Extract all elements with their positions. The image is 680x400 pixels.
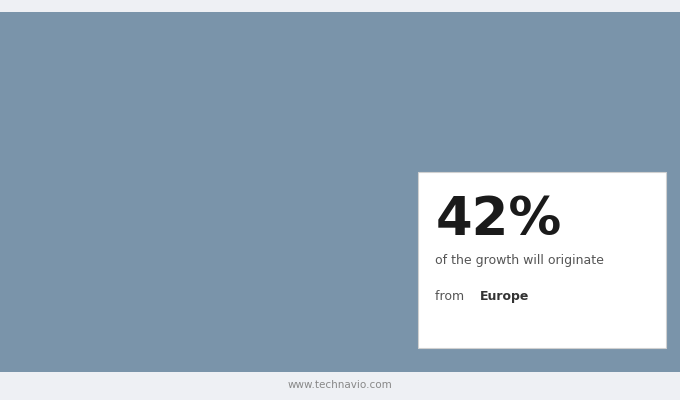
FancyBboxPatch shape bbox=[418, 172, 666, 348]
Text: 42%: 42% bbox=[435, 194, 562, 246]
Text: of the growth will originate: of the growth will originate bbox=[435, 254, 604, 267]
Text: www.technavio.com: www.technavio.com bbox=[288, 380, 392, 390]
Text: Europe: Europe bbox=[480, 290, 530, 303]
Text: from: from bbox=[435, 290, 469, 303]
